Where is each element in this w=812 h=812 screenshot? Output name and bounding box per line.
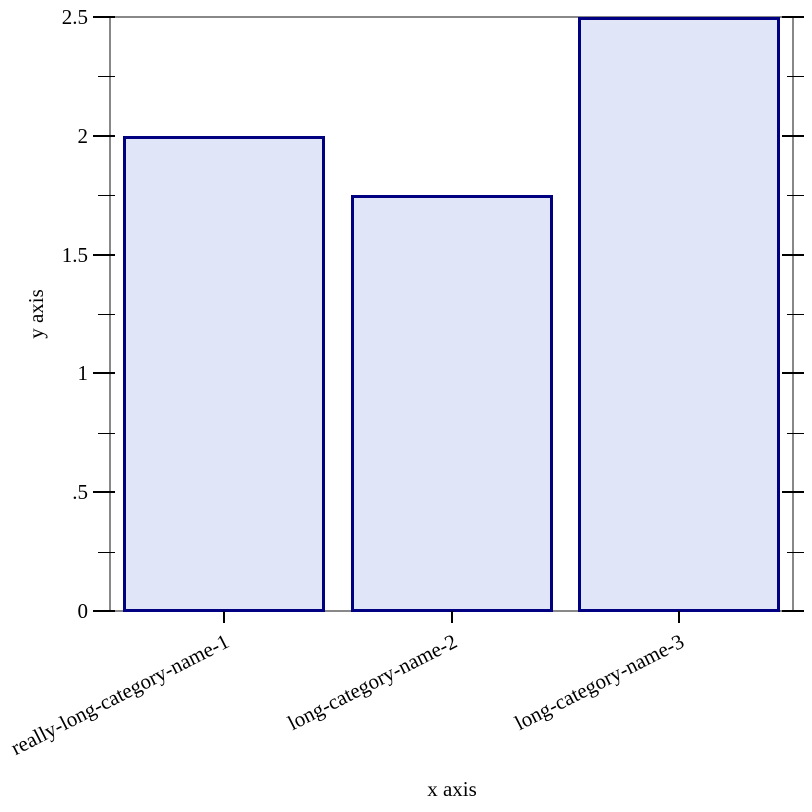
y-axis-title: y axis (24, 289, 48, 339)
y-minor-tick (98, 552, 115, 553)
y-minor-tick-right (787, 552, 804, 553)
y-tick-label: .5 (72, 480, 88, 504)
y-minor-tick-right (787, 195, 804, 196)
bar (122, 136, 325, 612)
y-major-tick-right (782, 135, 804, 137)
y-major-tick-right (782, 254, 804, 256)
y-tick-label: 1 (77, 361, 89, 385)
y-tick-label: 1.5 (61, 243, 88, 267)
category-label: long-category-name-2 (283, 629, 461, 736)
x-tick (678, 611, 680, 623)
y-major-tick-right (782, 491, 804, 493)
category-label: long-category-name-3 (510, 629, 688, 736)
bar (578, 17, 781, 612)
y-minor-tick (98, 195, 115, 196)
y-tick-label: 2.5 (61, 5, 88, 29)
y-minor-tick-right (787, 314, 804, 315)
category-label: really-long-category-name-1 (6, 629, 233, 760)
y-tick-label: 2 (77, 124, 89, 148)
y-minor-tick-right (787, 433, 804, 434)
y-major-tick (93, 491, 115, 493)
x-axis-title: x axis (427, 777, 477, 801)
y-minor-tick (98, 433, 115, 434)
y-major-tick-right (782, 372, 804, 374)
x-tick (223, 611, 225, 623)
y-major-tick-right (782, 610, 804, 612)
bar (350, 195, 553, 612)
y-minor-tick-right (787, 76, 804, 77)
x-tick (451, 611, 453, 623)
y-major-tick (93, 610, 115, 612)
y-major-tick (93, 135, 115, 137)
y-major-tick (93, 254, 115, 256)
y-tick-label: 0 (77, 599, 89, 623)
y-major-tick-right (782, 16, 804, 18)
y-minor-tick (98, 76, 115, 77)
y-minor-tick (98, 314, 115, 315)
y-major-tick (93, 372, 115, 374)
y-major-tick (93, 16, 115, 18)
